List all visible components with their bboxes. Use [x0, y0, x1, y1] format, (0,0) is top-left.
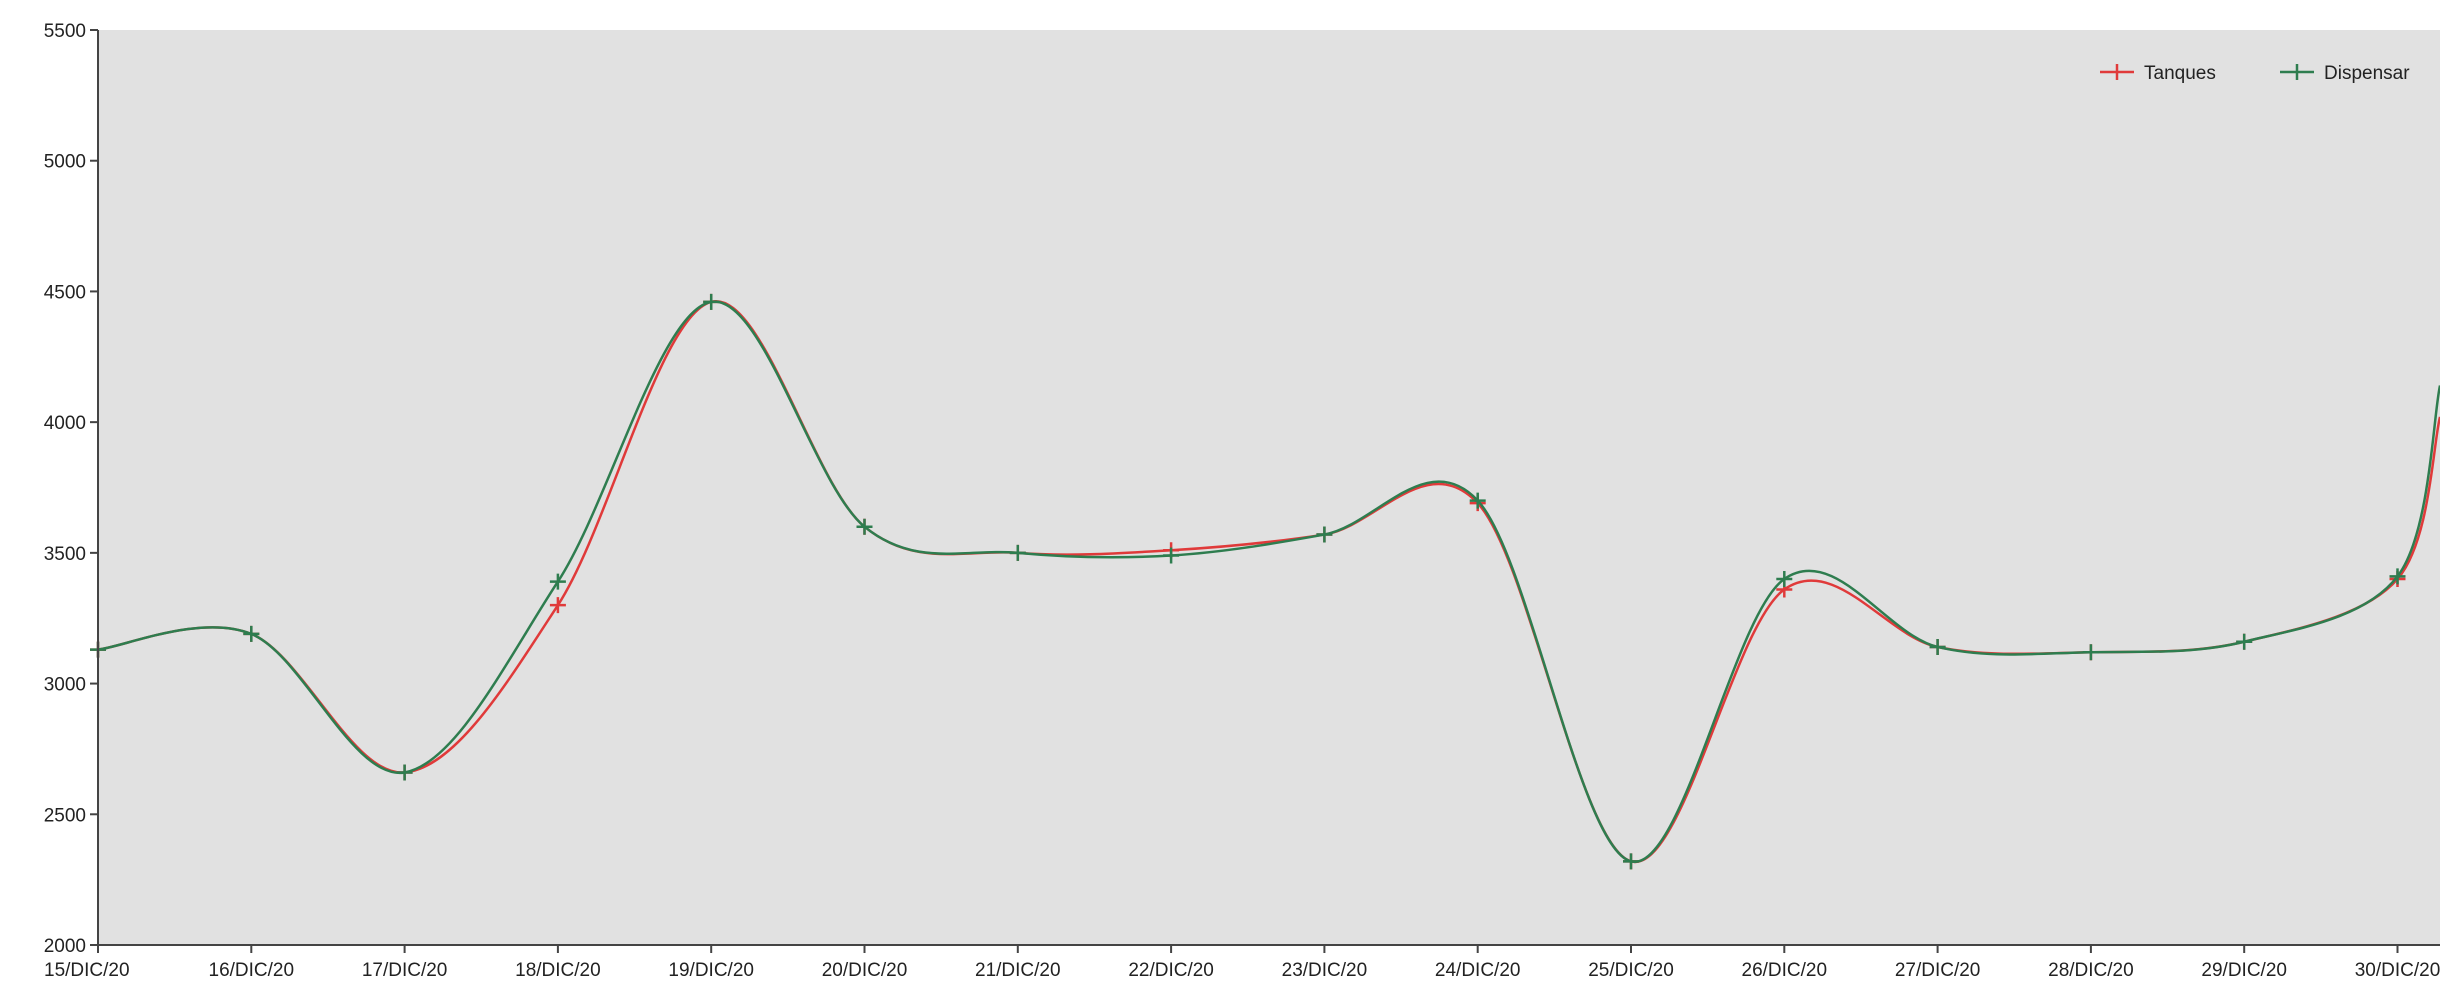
x-tick-label: 18/DIC/20: [515, 960, 601, 981]
x-tick-label: 30/DIC/20: [2355, 960, 2440, 981]
data-point-marker: [1776, 571, 1793, 587]
data-point-marker: [703, 293, 720, 310]
data-point-marker: [243, 625, 260, 642]
data-point-marker: [396, 764, 413, 781]
x-tick-label: 15/DIC/20: [44, 960, 130, 981]
x-tick-label: 27/DIC/20: [1895, 960, 1981, 981]
x-tick-label: 19/DIC/20: [668, 960, 754, 981]
y-tick-label: 5000: [44, 152, 86, 173]
data-point-marker: [549, 573, 566, 590]
data-point-marker: [549, 597, 566, 614]
legend-label-dispensar: Dispensar: [2324, 63, 2410, 84]
data-point-marker: [2236, 633, 2253, 650]
data-point-marker: [1163, 547, 1180, 564]
y-tick-label: 5500: [44, 21, 86, 42]
data-point-marker: [1469, 492, 1486, 509]
data-point-marker: [1316, 526, 1333, 543]
x-tick-label: 28/DIC/20: [2048, 960, 2134, 981]
legend: Tanques Dispensar: [2100, 63, 2410, 84]
x-tick-label: 21/DIC/20: [975, 960, 1061, 981]
x-tick-label: 20/DIC/20: [822, 960, 908, 981]
y-tick-label: 4000: [44, 413, 86, 434]
plot-background: [98, 30, 2440, 945]
y-tick-label: 3500: [44, 544, 86, 565]
data-point-marker: [1929, 638, 1946, 655]
data-point-marker: [1009, 544, 1026, 561]
y-axis-ticks: 2000 2500 3000 3500 4000 4500 5000 5500: [44, 21, 98, 957]
x-tick-label: 22/DIC/20: [1128, 960, 1214, 981]
y-tick-label: 2000: [44, 936, 86, 957]
y-tick-label: 4500: [44, 282, 86, 303]
series-layer: [90, 293, 2440, 870]
x-tick-label: 24/DIC/20: [1435, 960, 1521, 981]
x-axis-ticks: 15/DIC/20 16/DIC/20 17/DIC/20 18/DIC/20 19/D…: [44, 945, 2440, 981]
data-point-marker: [2389, 568, 2406, 585]
legend-label-tanques: Tanques: [2144, 63, 2216, 84]
x-tick-label: 29/DIC/20: [2201, 960, 2287, 981]
y-tick-label: 2500: [44, 805, 86, 826]
x-tick-label: 23/DIC/20: [1282, 960, 1368, 981]
x-tick-label: 25/DIC/20: [1588, 960, 1674, 981]
x-tick-label: 16/DIC/20: [209, 960, 295, 981]
y-tick-label: 3000: [44, 675, 86, 696]
series-dispensar: [90, 293, 2440, 870]
data-point-marker: [1623, 853, 1639, 870]
data-point-marker: [2082, 644, 2099, 661]
data-point-marker: [856, 518, 873, 535]
x-tick-label: 17/DIC/20: [362, 960, 448, 981]
x-tick-label: 26/DIC/20: [1742, 960, 1828, 981]
